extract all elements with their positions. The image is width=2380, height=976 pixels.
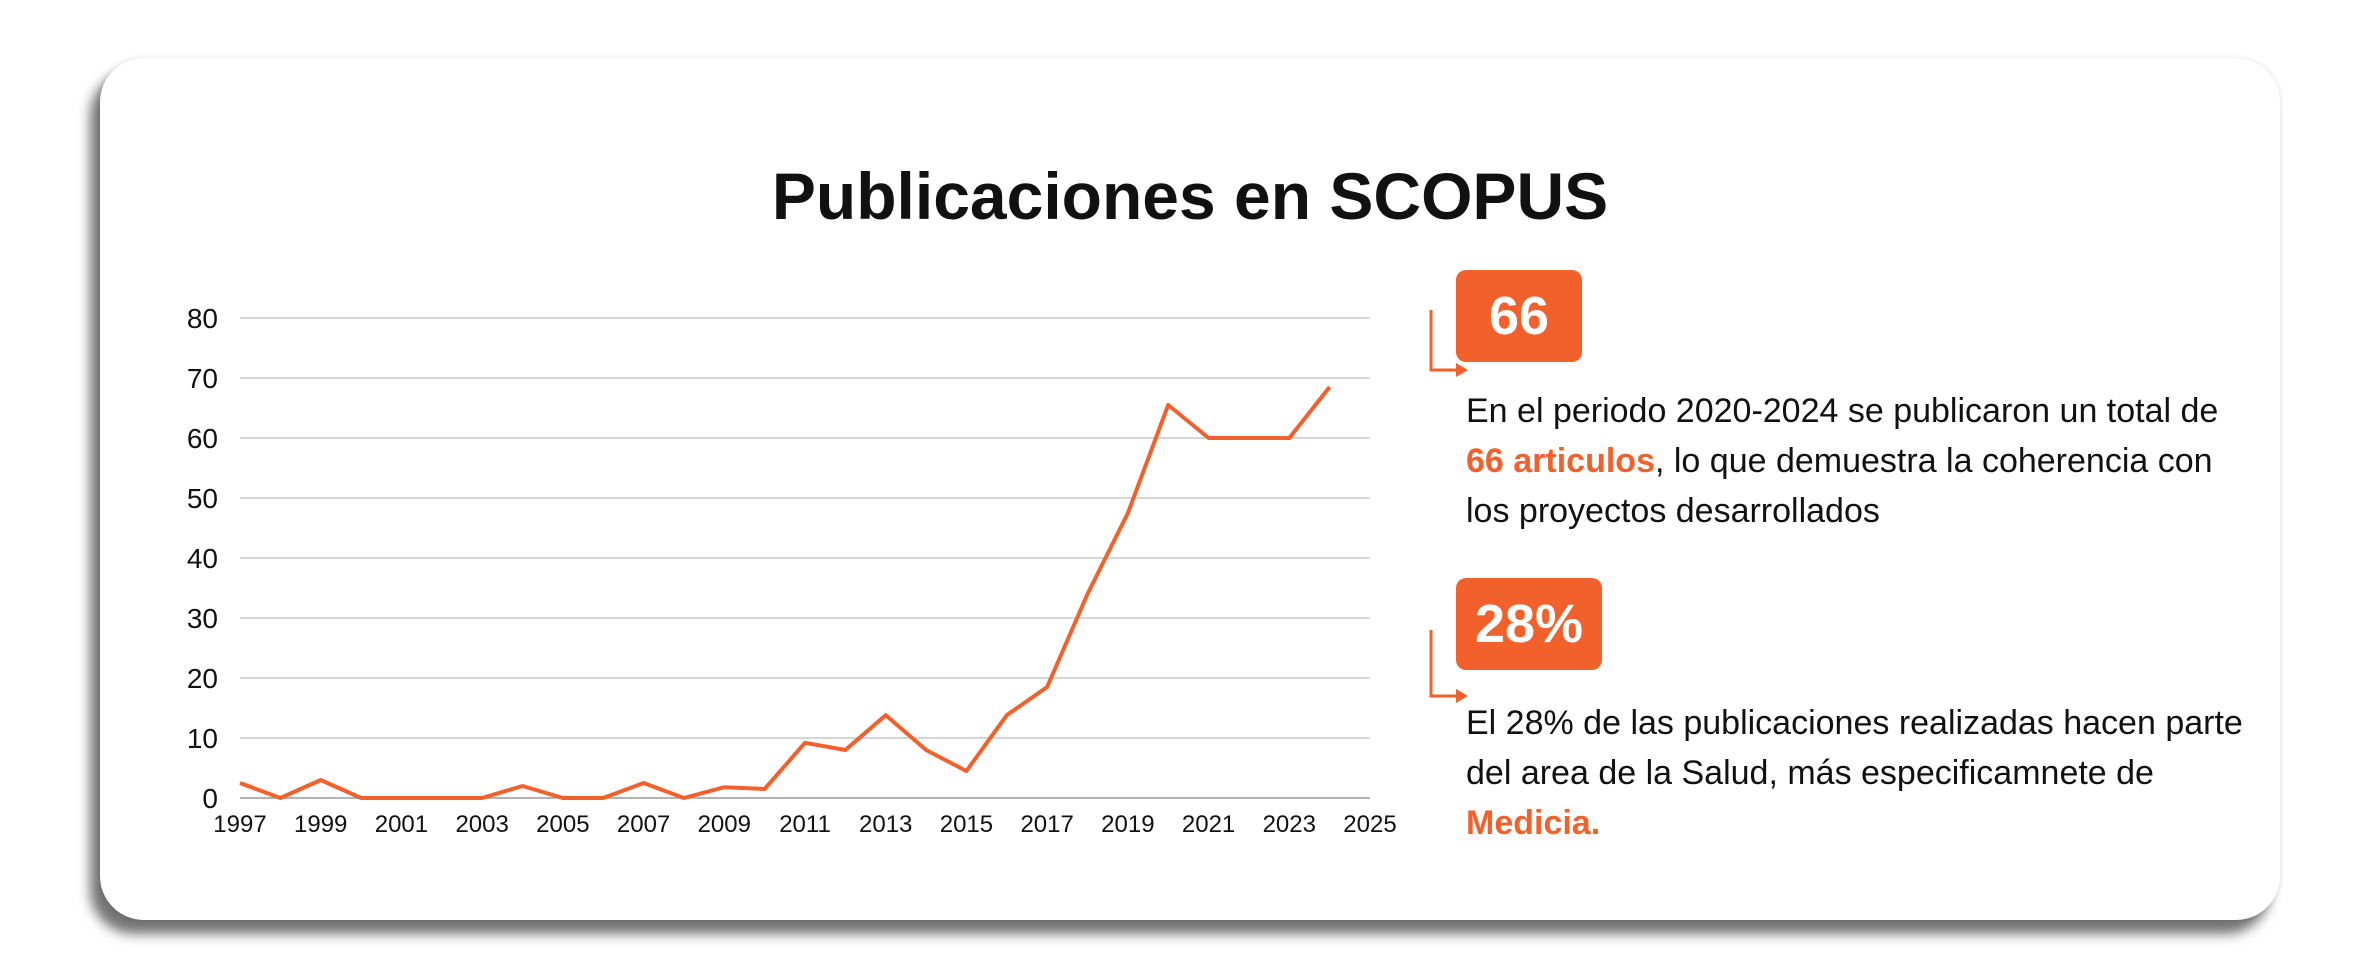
x-tick-label: 2011 <box>779 811 831 838</box>
y-tick-label: 30 <box>187 603 218 634</box>
stat2-text-before: El 28% de las publicaciones realizadas h… <box>1466 704 2243 792</box>
grid-lines <box>240 317 1370 799</box>
x-tick-label: 2023 <box>1263 811 1316 838</box>
stat-badge-28: 28% <box>1456 578 1602 670</box>
x-tick-label: 2025 <box>1343 811 1396 838</box>
stat1-text-before: En el periodo 2020-2024 se publicaron un… <box>1466 392 2219 430</box>
y-tick-label: 20 <box>187 663 218 694</box>
x-tick-label: 2005 <box>536 811 589 838</box>
y-tick-label: 50 <box>187 483 218 514</box>
x-tick-label: 1997 <box>213 811 266 838</box>
x-tick-label: 2021 <box>1182 811 1235 838</box>
page-title: Publicaciones en SCOPUS <box>771 159 1609 233</box>
stat-description-2: El 28% de las publicaciones realizadas h… <box>1466 698 2246 848</box>
y-tick-label: 10 <box>187 723 218 754</box>
stat-badge-66: 66 <box>1456 270 1582 362</box>
x-tick-label: 2001 <box>375 811 428 838</box>
y-tick-label: 40 <box>187 543 218 574</box>
stat2-highlight: Medicia. <box>1466 804 1601 842</box>
stat1-text-after: , lo que demuestra la coherencia con los… <box>1466 442 2213 530</box>
y-tick-label: 60 <box>187 423 218 454</box>
data-points <box>239 386 1330 799</box>
y-tick-label: 80 <box>187 303 218 334</box>
y-axis-ticks: 0 10 20 30 40 50 60 70 80 <box>187 303 218 814</box>
x-tick-label: 2007 <box>617 811 670 838</box>
x-tick-label: 2015 <box>940 811 993 838</box>
x-tick-label: 1999 <box>294 811 347 838</box>
stat1-highlight: 66 articulos <box>1466 442 1655 480</box>
y-tick-label: 0 <box>202 783 218 814</box>
y-tick-label: 70 <box>187 363 218 394</box>
x-tick-label: 2017 <box>1020 811 1073 838</box>
arrow-icon <box>1429 630 1468 703</box>
x-tick-label: 2013 <box>859 811 912 838</box>
x-axis-ticks: 1997 1999 2001 2003 2005 2007 2009 2011 2013 2015… <box>213 811 1396 838</box>
x-tick-label: 2003 <box>455 811 508 838</box>
line-chart: 0 10 20 30 40 50 60 70 80 1997 1999 2001 2003 2005 20… <box>187 303 1397 838</box>
chart-card: Publicaciones en SCOPUS 0 10 20 30 40 50 60 70 8… <box>100 58 2280 920</box>
x-tick-label: 2019 <box>1101 811 1154 838</box>
arrow-icon <box>1429 310 1468 377</box>
stat-description-1: En el periodo 2020-2024 se publicaron un… <box>1466 386 2246 536</box>
x-tick-label: 2009 <box>698 811 751 838</box>
series-line <box>239 385 1332 800</box>
